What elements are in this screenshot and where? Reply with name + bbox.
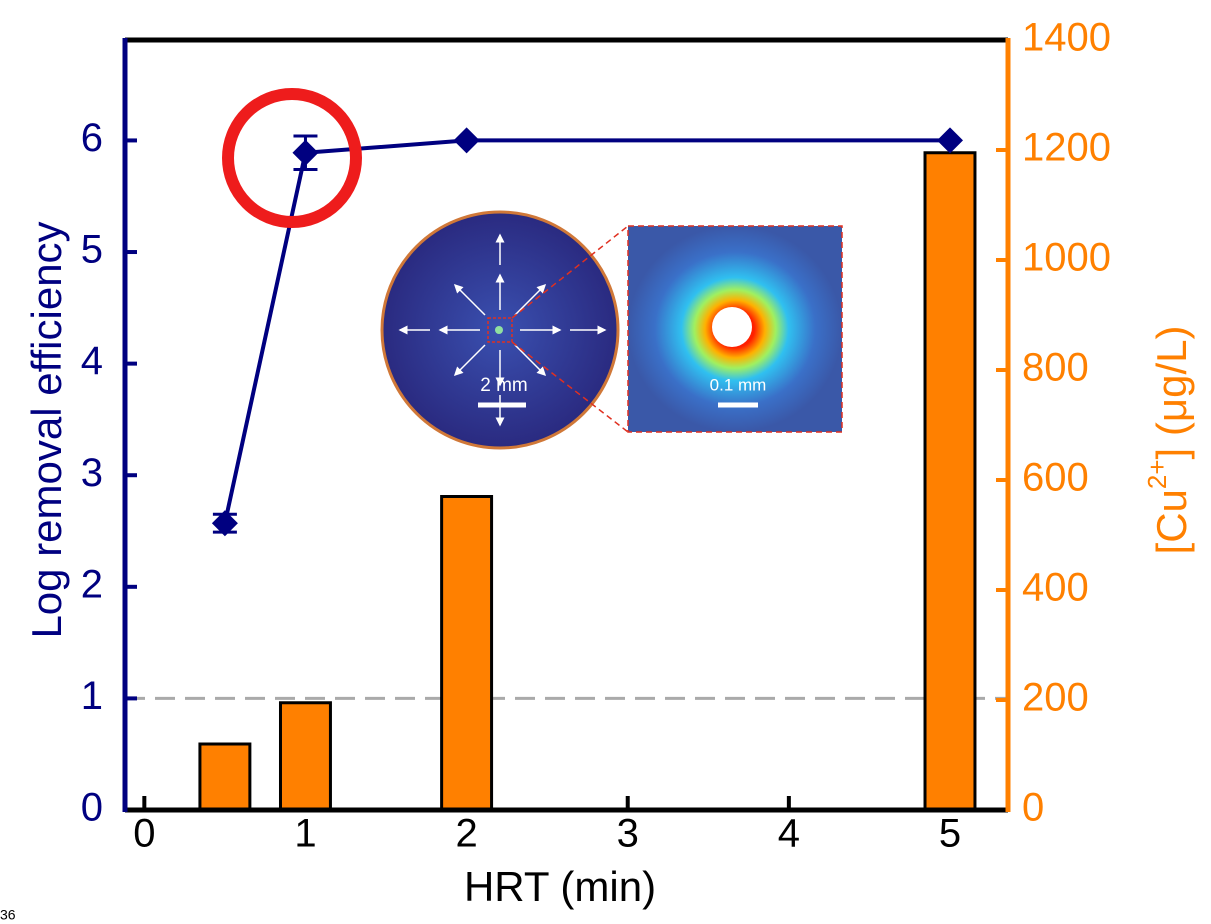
- y2-tick-label: 200: [1022, 676, 1089, 720]
- y-tick-label: 0: [81, 786, 103, 830]
- highlight-circle: [228, 94, 356, 222]
- y2-label-part: ] (μg/L): [1148, 326, 1195, 460]
- bar: [280, 703, 330, 810]
- marker: [292, 140, 318, 166]
- y2-tick-label: 400: [1022, 566, 1089, 610]
- x-tick-label: 4: [778, 812, 800, 856]
- y2-tick-label: 1000: [1022, 236, 1111, 280]
- y-axis-label: Log removal efficiency: [23, 221, 70, 638]
- y-tick-label: 2: [81, 562, 103, 606]
- y2-axis-label: [Cu2+] (μg/L): [1142, 326, 1195, 555]
- y-tick-label: 1: [81, 674, 103, 718]
- scale-label: 0.1 mm: [710, 375, 767, 394]
- chart: 0 1 2 3 4 5 0 1 2 3 4 5 6 0 200 400 600 800 1000 1200 1400 2…: [0, 0, 1211, 924]
- x-tick-label: 3: [617, 812, 639, 856]
- y2-tick-label: 1200: [1022, 126, 1111, 170]
- bar: [925, 153, 975, 810]
- y2-label-part: [Cu: [1148, 489, 1195, 554]
- y2-label-sup: 2+: [1142, 459, 1172, 489]
- bar: [442, 497, 492, 811]
- x-tick-label: 0: [133, 812, 155, 856]
- scale-label: 2 mm: [480, 375, 528, 396]
- y-tick-label: 4: [81, 339, 103, 383]
- y2-tick-label: 0: [1022, 786, 1044, 830]
- inset-hole: [712, 307, 752, 347]
- x-tick-label: 5: [939, 812, 961, 856]
- inset: 2 mm 0.1 mm: [382, 212, 842, 448]
- corner-text: 36: [0, 907, 16, 923]
- x-axis-label: HRT (min): [464, 863, 656, 910]
- marker: [454, 127, 480, 153]
- y-tick-label: 6: [81, 116, 103, 160]
- x-tick-label: 1: [294, 812, 316, 856]
- inset-center: [495, 326, 503, 334]
- y-tick-label: 5: [81, 228, 103, 272]
- marker: [937, 127, 963, 153]
- y2-tick-label: 1400: [1022, 16, 1111, 60]
- y2-tick-label: 600: [1022, 456, 1089, 500]
- y-tick-label: 3: [81, 451, 103, 495]
- x-tick-label: 2: [455, 812, 477, 856]
- y2-tick-label: 800: [1022, 346, 1089, 390]
- bar: [200, 744, 250, 810]
